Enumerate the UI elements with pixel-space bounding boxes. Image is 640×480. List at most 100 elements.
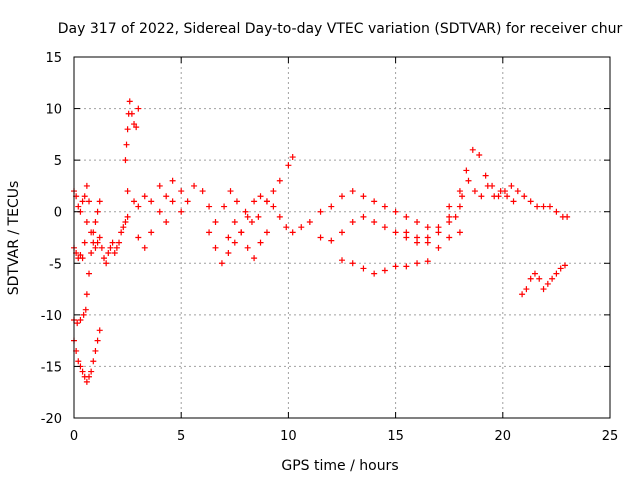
- data-point: [270, 188, 277, 195]
- data-point: [251, 255, 258, 262]
- data-point: [135, 234, 142, 241]
- data-point: [248, 219, 255, 226]
- data-point: [456, 229, 463, 236]
- data-point: [484, 182, 491, 189]
- data-point: [83, 291, 90, 298]
- series-track-11: [339, 257, 431, 277]
- data-point: [544, 280, 551, 287]
- data-point: [206, 203, 213, 210]
- data-point: [263, 198, 270, 205]
- data-point: [178, 188, 185, 195]
- x-tick-label: 10: [280, 429, 297, 444]
- data-point: [77, 317, 84, 324]
- data-point: [231, 219, 238, 226]
- data-point: [534, 203, 541, 210]
- data-point: [523, 286, 530, 293]
- data-point: [96, 234, 103, 241]
- series-track-3: [71, 198, 103, 327]
- data-point: [414, 260, 421, 267]
- data-point: [96, 327, 103, 334]
- data-point: [131, 121, 138, 128]
- data-point: [206, 229, 213, 236]
- data-point: [81, 239, 88, 246]
- data-point: [446, 213, 453, 220]
- data-point: [116, 239, 123, 246]
- data-point: [360, 193, 367, 200]
- y-tick-label: -20: [41, 412, 62, 427]
- series-track-14: [519, 262, 568, 298]
- data-point: [118, 229, 125, 236]
- data-point: [107, 244, 114, 251]
- data-point: [263, 229, 270, 236]
- data-point: [536, 275, 543, 282]
- data-point: [242, 208, 249, 215]
- data-point: [92, 219, 99, 226]
- data-point: [549, 275, 556, 282]
- data-point: [227, 188, 234, 195]
- data-point: [349, 260, 356, 267]
- data-point: [191, 182, 198, 189]
- data-point: [564, 213, 571, 220]
- data-point: [225, 234, 232, 241]
- data-point: [424, 224, 431, 231]
- data-point: [133, 124, 140, 131]
- data-point: [83, 219, 90, 226]
- data-point: [414, 219, 421, 226]
- data-point: [298, 224, 305, 231]
- data-point: [88, 249, 95, 256]
- data-point: [435, 229, 442, 236]
- data-point: [124, 213, 131, 220]
- series-track-10: [317, 203, 463, 246]
- data-point: [79, 255, 86, 262]
- data-point: [184, 198, 191, 205]
- series-track-9: [225, 188, 463, 256]
- data-point: [83, 182, 90, 189]
- data-point: [459, 193, 466, 200]
- data-point: [90, 229, 97, 236]
- data-point: [553, 270, 560, 277]
- data-point: [289, 229, 296, 236]
- data-point: [135, 203, 142, 210]
- series-track-7: [135, 198, 185, 251]
- data-point: [101, 255, 108, 262]
- data-point: [553, 208, 560, 215]
- data-point: [514, 188, 521, 195]
- x-tick-label: 20: [495, 429, 512, 444]
- data-point: [276, 177, 283, 184]
- data-point: [169, 198, 176, 205]
- y-tick-label: -10: [41, 309, 62, 324]
- data-point: [381, 267, 388, 274]
- data-point: [257, 193, 264, 200]
- data-point: [238, 229, 245, 236]
- data-point: [244, 244, 251, 251]
- data-point: [456, 203, 463, 210]
- data-point: [306, 219, 313, 226]
- data-point: [83, 378, 90, 385]
- data-point: [218, 260, 225, 267]
- data-point: [124, 126, 131, 133]
- data-point: [446, 203, 453, 210]
- data-point: [113, 244, 120, 251]
- data-point: [403, 229, 410, 236]
- data-point: [557, 265, 564, 272]
- series-track-4: [71, 327, 103, 385]
- data-point: [456, 188, 463, 195]
- data-point: [339, 193, 345, 200]
- data-point: [148, 198, 155, 205]
- data-point: [255, 213, 262, 220]
- data-point: [86, 270, 93, 277]
- data-point: [392, 263, 399, 270]
- data-point: [251, 198, 258, 205]
- y-tick-label: 15: [45, 51, 62, 66]
- data-point: [283, 224, 290, 231]
- data-point: [212, 219, 219, 226]
- data-point: [469, 146, 476, 153]
- data-point: [124, 188, 131, 195]
- series-track-12: [403, 146, 571, 251]
- chart-title: Day 317 of 2022, Sidereal Day-to-day VTE…: [58, 21, 623, 37]
- data-point: [482, 172, 489, 179]
- data-point: [86, 198, 93, 205]
- data-point: [120, 224, 127, 231]
- data-point: [128, 110, 135, 117]
- data-point: [79, 198, 86, 205]
